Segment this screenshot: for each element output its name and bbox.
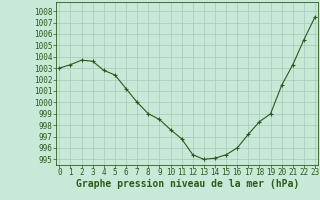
X-axis label: Graphe pression niveau de la mer (hPa): Graphe pression niveau de la mer (hPa) <box>76 179 299 189</box>
